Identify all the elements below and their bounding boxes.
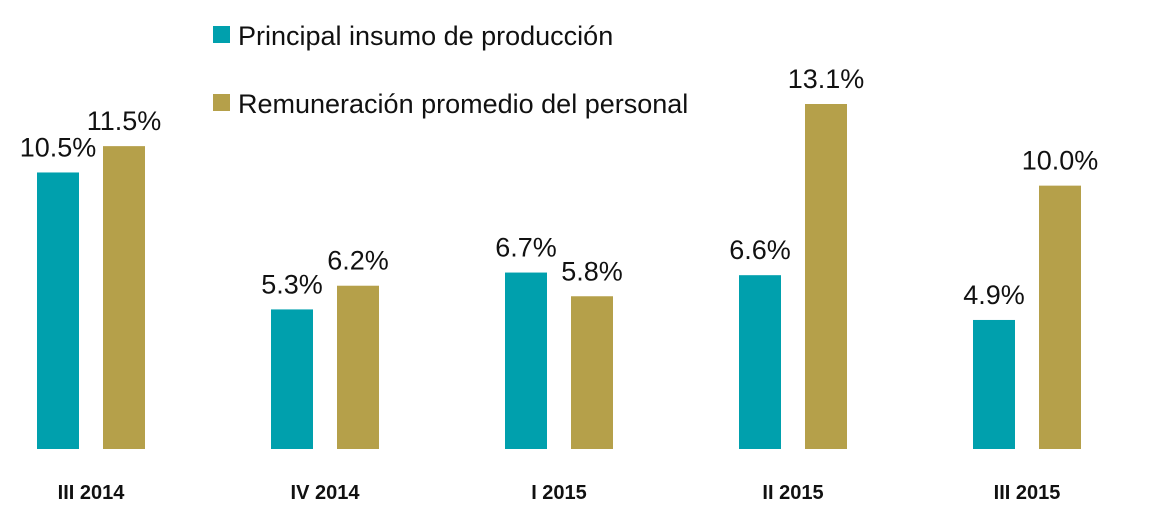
bar [1039,185,1081,449]
bar [103,146,145,450]
data-label: 5.8% [561,256,623,286]
data-label: 6.6% [729,235,791,265]
legend-swatch [213,94,230,111]
x-tick-label: III 2015 [994,482,1061,504]
bar [805,104,847,449]
data-label: 10.5% [20,132,97,162]
bar [271,309,313,449]
data-label: 6.7% [495,233,557,263]
data-label: 11.5% [87,106,162,136]
data-label: 13.1% [788,64,865,94]
bar [571,296,613,449]
x-tick-label: III 2014 [58,482,126,504]
data-label: 4.9% [963,280,1025,310]
bar [37,172,79,450]
data-label: 6.2% [327,246,389,276]
bar [505,272,547,449]
data-label: 5.3% [261,269,323,299]
bar [973,319,1015,449]
legend-swatch [213,26,230,43]
x-tick-label: I 2015 [531,482,587,504]
legend-label: Remuneración promedio del personal [238,89,688,119]
bar [739,275,781,449]
bar [337,285,379,449]
x-tick-label: IV 2014 [291,482,361,504]
legend-label: Principal insumo de producción [238,21,613,51]
x-tick-label: II 2015 [762,482,823,504]
data-label: 10.0% [1022,146,1099,176]
